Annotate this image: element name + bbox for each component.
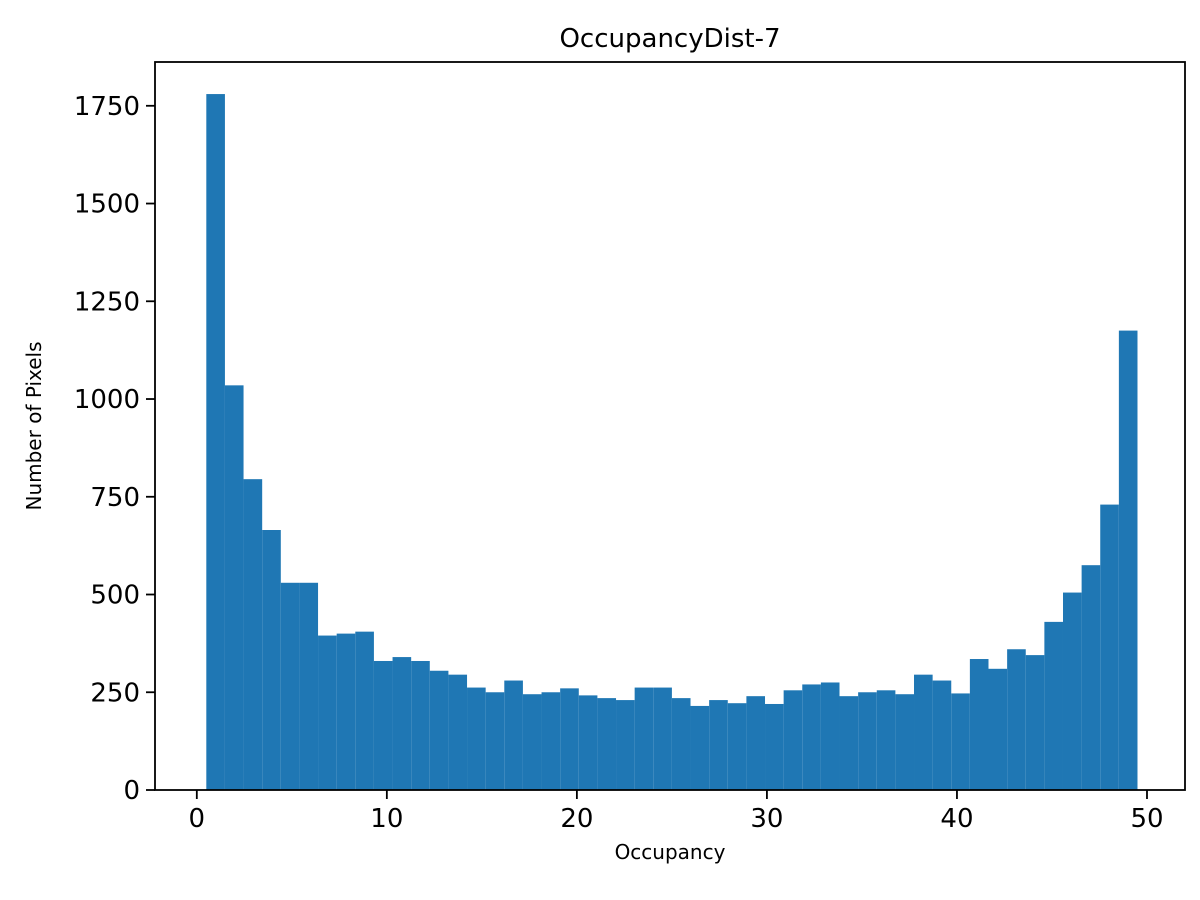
histogram-bar [429, 670, 449, 790]
histogram-bar [969, 659, 989, 790]
histogram-bar [578, 695, 598, 790]
chart-title: OccupancyDist-7 [559, 24, 781, 54]
histogram-bar [820, 682, 840, 790]
x-tick-label: 30 [750, 804, 783, 834]
x-tick-label: 20 [560, 804, 593, 834]
y-tick-label: 250 [90, 678, 140, 708]
histogram-bar [765, 703, 784, 790]
y-tick-label: 1500 [74, 190, 140, 220]
histogram-bar [206, 94, 225, 790]
y-tick-label: 0 [123, 776, 140, 806]
x-tick-label: 50 [1130, 804, 1163, 834]
histogram-bar [560, 688, 579, 790]
x-tick-label: 10 [370, 804, 403, 834]
histogram-bar [932, 680, 952, 790]
histogram-bar [224, 385, 244, 790]
histogram-bar [485, 692, 505, 790]
x-axis-label: Occupancy [614, 840, 726, 864]
histogram-bar [318, 635, 337, 790]
histogram-bar [597, 698, 617, 790]
histogram-bar [262, 530, 281, 790]
histogram-bar [336, 633, 356, 790]
histogram-bar [802, 684, 821, 790]
histogram-bar [1044, 621, 1063, 790]
histogram-bar [914, 674, 933, 790]
histogram-bar [1118, 330, 1138, 790]
histogram-bar [355, 631, 374, 790]
histogram-bar [690, 705, 710, 790]
histogram-bar [634, 687, 654, 790]
histogram-bar [1100, 504, 1119, 790]
histogram-bar [280, 582, 300, 790]
histogram-bar [988, 668, 1008, 790]
histogram-bar [951, 693, 970, 790]
histogram-bar [1007, 649, 1026, 790]
histogram-bar [467, 687, 486, 790]
histogram-bar [373, 660, 393, 790]
y-tick-label: 1250 [74, 287, 140, 317]
histogram-bar [895, 694, 914, 790]
histogram-bar [876, 690, 896, 790]
histogram-bar [243, 479, 263, 790]
y-tick-label: 500 [90, 581, 140, 611]
histogram-bar [671, 698, 691, 790]
y-axis-label: Number of Pixels [22, 341, 46, 511]
histogram-bar [709, 700, 728, 790]
histogram-bar [858, 692, 877, 790]
histogram-bar [299, 582, 319, 790]
histogram-bar [653, 687, 672, 790]
histogram-bar [746, 696, 766, 790]
histogram-bar [504, 680, 523, 790]
axes-frame [154, 61, 1186, 791]
y-tick-label: 750 [90, 483, 140, 513]
histogram-bar [616, 700, 635, 790]
y-tick-label: 1750 [74, 92, 140, 122]
histogram-bar [783, 690, 803, 790]
histogram-bar [1063, 592, 1082, 790]
histogram-bar [1081, 565, 1101, 790]
histogram-bar [411, 660, 430, 790]
x-tick-label: 40 [940, 804, 973, 834]
y-tick-label: 1000 [74, 385, 140, 415]
histogram-bar [1025, 655, 1045, 790]
x-tick-label: 0 [189, 804, 206, 834]
histogram-bar [727, 703, 747, 790]
histogram-bar [839, 696, 859, 790]
histogram-bar [448, 674, 468, 790]
histogram-bar [522, 694, 542, 790]
histogram-bar [541, 692, 561, 790]
histogram-bar [392, 657, 412, 790]
